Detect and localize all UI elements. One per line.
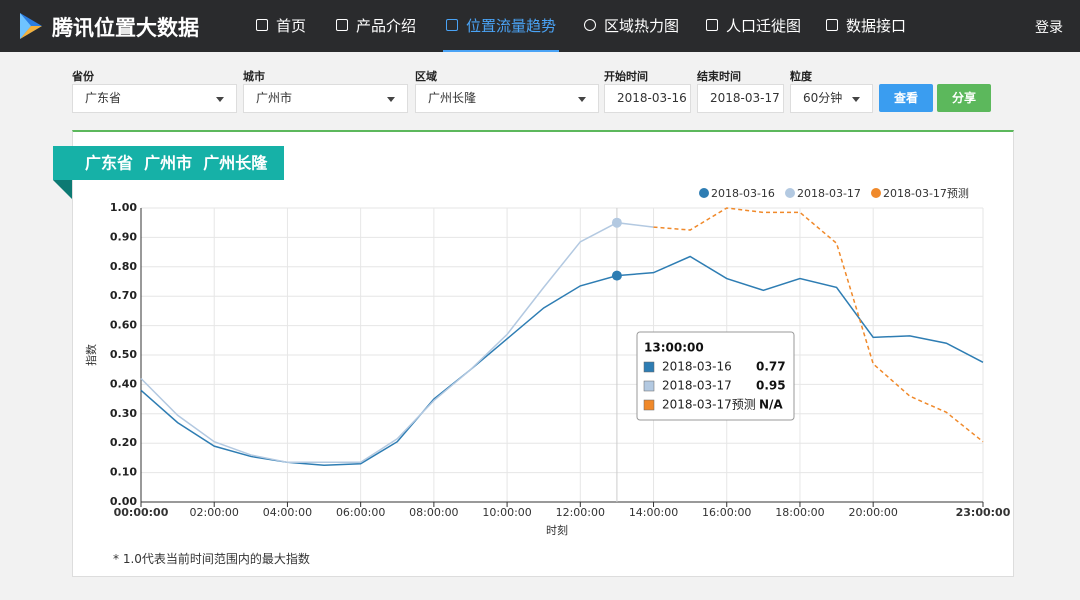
nav-icon — [446, 19, 458, 31]
dropdown-arrow — [578, 97, 586, 102]
x-tick-label: 12:00:00 — [556, 506, 605, 519]
tooltip-value: 0.77 — [756, 360, 786, 374]
button[interactable]: 分享 — [937, 84, 991, 112]
y-tick-label: 0.40 — [110, 377, 137, 390]
filter-label: 区域 — [415, 70, 437, 83]
tooltip-swatch — [643, 380, 655, 392]
x-axis-label: 时刻 — [546, 523, 568, 537]
legend-marker — [785, 188, 795, 198]
button[interactable]: 查看 — [879, 84, 933, 112]
y-tick-label: 0.10 — [110, 466, 137, 479]
filter-label: 结束时间 — [697, 70, 741, 83]
series-line — [140, 221, 654, 464]
dropdown-arrow — [387, 97, 395, 102]
login-link[interactable]: 登录 — [1035, 20, 1063, 36]
nav-item[interactable]: 数据接口 — [846, 17, 907, 35]
x-tick-label: 20:00:00 — [848, 506, 897, 519]
legend-marker — [699, 188, 709, 198]
filter-label: 省份 — [72, 70, 94, 83]
y-tick-label: 0.00 — [110, 495, 137, 508]
panel-title: 广东省 广州市 广州长隆 — [85, 154, 268, 173]
nav-icon — [584, 19, 596, 31]
filter-field[interactable]: 广州市 — [243, 84, 408, 113]
nav-item[interactable]: 区域热力图 — [604, 17, 680, 35]
x-tick-label: 04:00:00 — [263, 506, 312, 519]
tooltip-series: 2018-03-16 — [662, 360, 732, 374]
active-underline — [443, 50, 559, 52]
y-tick-label: 1.00 — [110, 201, 137, 214]
nav-item[interactable]: 人口迁徙图 — [726, 17, 802, 35]
filter-field[interactable]: 广东省 — [72, 84, 237, 113]
dropdown-arrow — [216, 97, 224, 102]
tooltip-swatch — [643, 399, 655, 411]
y-tick-label: 0.70 — [110, 289, 137, 302]
brand: 腾讯位置大数据 — [52, 16, 199, 40]
footnote: * 1.0代表当前时间范围内的最大指数 — [113, 552, 310, 566]
y-tick-label: 0.50 — [110, 348, 137, 361]
legend-label: 2018-03-17 — [797, 187, 861, 200]
top-bar: 腾讯位置大数据 首页 产品介绍 位置流量趋势 区域热力图 人口迁徙图 数据接口 登录 — [0, 0, 1080, 52]
filter-field[interactable]: 广州长隆 — [415, 84, 599, 113]
y-tick-label: 0.60 — [110, 319, 137, 332]
legend-label: 2018-03-17预测 — [883, 187, 969, 200]
dropdown-arrow — [852, 97, 860, 102]
x-tick-label: 10:00:00 — [482, 506, 531, 519]
x-tick-label: 08:00:00 — [409, 506, 458, 519]
nav-item[interactable]: 产品介绍 — [356, 17, 417, 35]
nav-item[interactable]: 位置流量趋势 — [466, 17, 557, 35]
filter-field[interactable]: 2018-03-16 — [604, 84, 691, 113]
x-tick-label: 18:00:00 — [775, 506, 824, 519]
filter-field[interactable]: 2018-03-17 — [697, 84, 784, 113]
tooltip-box — [636, 331, 795, 421]
x-tick-label: 16:00:00 — [702, 506, 751, 519]
tooltip-value: N/A — [759, 398, 783, 412]
x-tick-label: 00:00:00 — [114, 506, 169, 519]
filter-label: 粒度 — [790, 70, 812, 83]
y-tick-label: 0.80 — [110, 260, 137, 273]
logo — [20, 13, 42, 39]
x-tick-label: 14:00:00 — [629, 506, 678, 519]
highlight-point — [611, 270, 622, 281]
legend-label: 2018-03-16 — [711, 187, 775, 200]
tooltip-swatch — [643, 361, 655, 373]
y-axis-label: 指数 — [84, 344, 98, 366]
nav-icon — [336, 19, 348, 31]
legend-marker — [871, 188, 881, 198]
nav-icon — [256, 19, 268, 31]
x-tick-label: 06:00:00 — [336, 506, 385, 519]
y-tick-label: 0.20 — [110, 436, 137, 449]
series-line — [140, 255, 984, 467]
tooltip-value: 0.95 — [756, 379, 786, 393]
tooltip-series: 2018-03-17预测 — [662, 398, 756, 412]
series-line — [653, 207, 984, 443]
nav-icon — [826, 19, 838, 31]
y-tick-label: 0.90 — [110, 230, 137, 243]
panel-ribbon: 广东省 广州市 广州长隆 — [53, 146, 284, 199]
y-tick-label: 0.30 — [110, 407, 137, 420]
nav-item[interactable]: 首页 — [276, 17, 307, 35]
x-tick-label: 02:00:00 — [190, 506, 239, 519]
filter-field[interactable]: 60分钟 — [790, 84, 873, 113]
tooltip-title: 13:00:00 — [644, 341, 704, 355]
nav-icon — [706, 19, 718, 31]
filter-label: 开始时间 — [604, 70, 648, 83]
x-tick-label: 23:00:00 — [956, 506, 1011, 519]
highlight-point — [611, 217, 622, 228]
filter-label: 城市 — [243, 70, 265, 83]
tooltip-series: 2018-03-17 — [662, 379, 732, 393]
